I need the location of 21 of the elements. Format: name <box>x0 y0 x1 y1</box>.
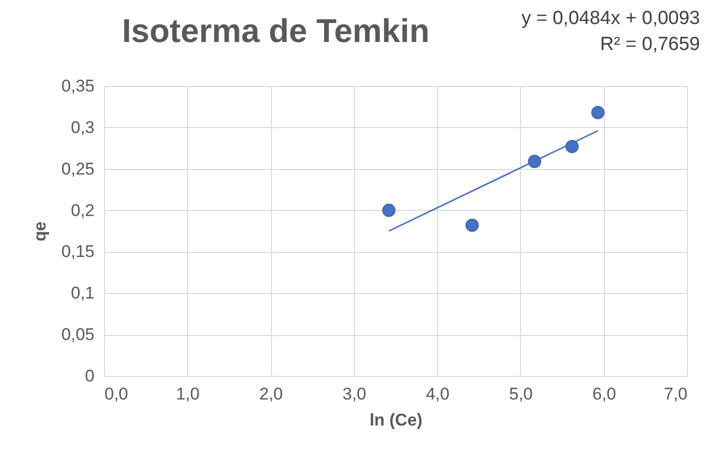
chart-title: Isoterma de Temkin <box>122 12 430 49</box>
x-tick-label: 7,0 <box>664 384 688 404</box>
x-axis-title: ln (Ce) <box>370 410 422 430</box>
x-tick-label: 1,0 <box>176 384 200 404</box>
y-tick-label: 0 <box>85 366 94 386</box>
y-tick-label: 0,3 <box>70 118 94 137</box>
y-tick-label: 0,35 <box>61 76 94 96</box>
x-tick-label: 0,0 <box>104 384 128 404</box>
y-tick-label: 0,25 <box>61 159 94 178</box>
y-tick-label: 0,2 <box>70 200 94 220</box>
text: y = 0,0484x + 0,0093 <box>521 7 700 31</box>
text: R² = 0,7659 <box>599 33 700 57</box>
y-axis-title: qe <box>30 222 50 242</box>
x-tick-label: 3,0 <box>342 384 366 404</box>
x-tick-label: 2,0 <box>259 384 283 404</box>
y-tick-label: 0,1 <box>70 284 94 303</box>
x-tick-label: 6,0 <box>592 384 616 404</box>
y-tick-label: 0,05 <box>61 325 94 344</box>
y-tick-label: 0,15 <box>61 242 94 262</box>
x-tick-label: 4,0 <box>426 384 450 404</box>
x-tick-label: 5,0 <box>509 384 533 404</box>
